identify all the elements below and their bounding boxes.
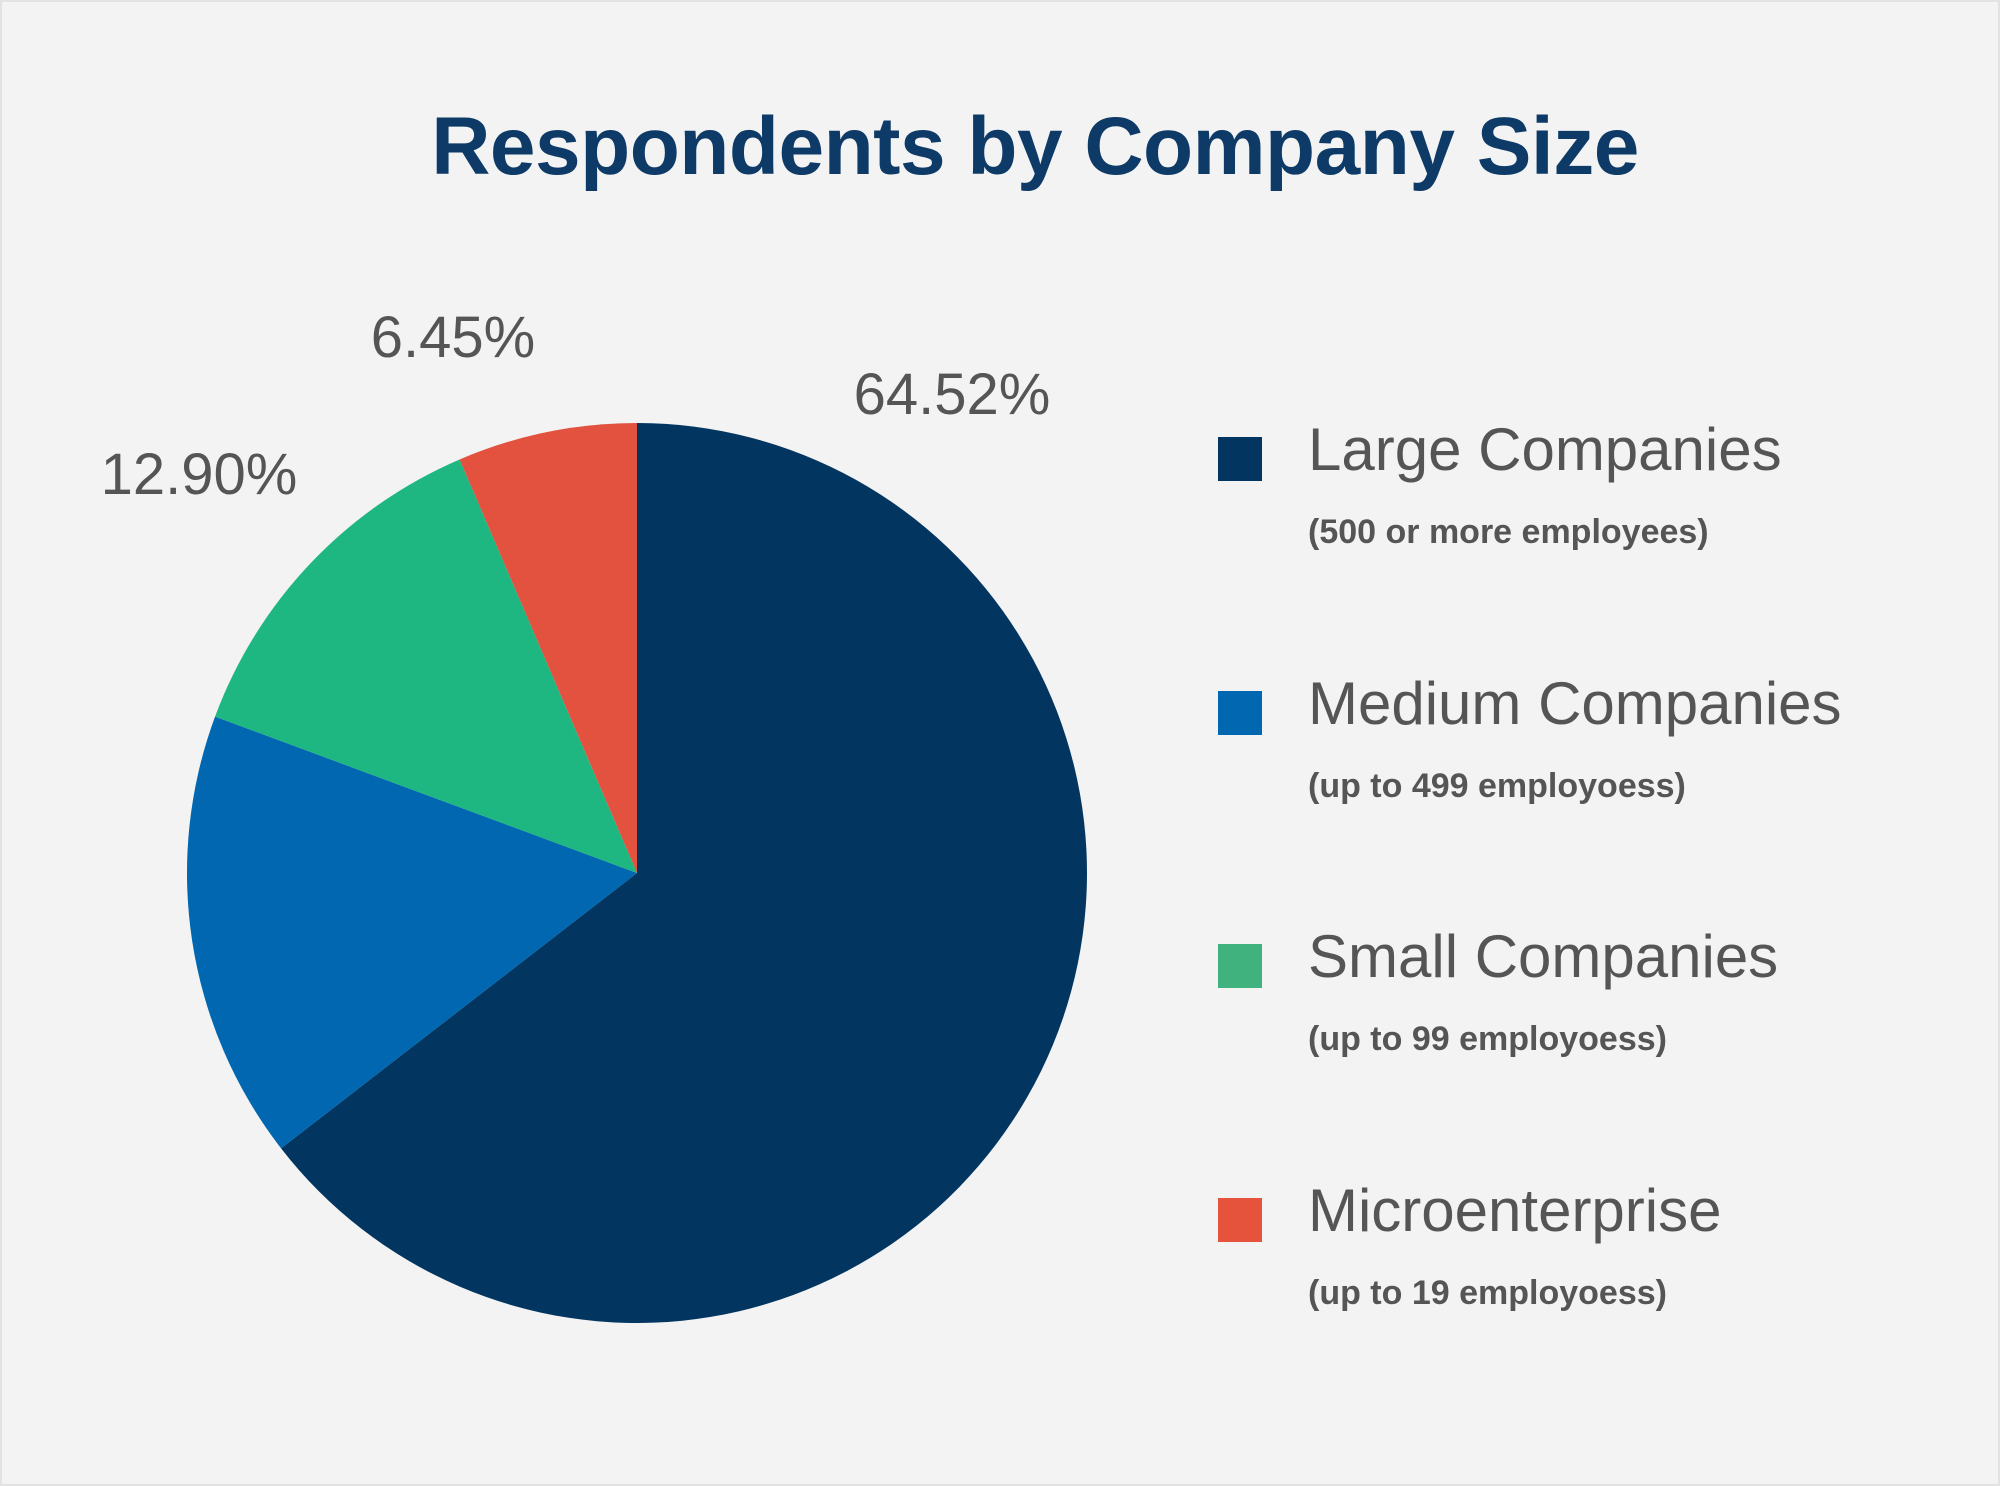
legend-label-medium: Medium Companies — [1308, 670, 1842, 737]
legend-sub-large: (500 or more employees) — [1308, 513, 1709, 551]
legend-sub-small: (up to 99 employoess) — [1308, 1020, 1667, 1058]
pie-slice-small — [215, 459, 637, 873]
legend-label-small: Small Companies — [1308, 923, 1779, 990]
data-label-small: 12.90% — [101, 442, 298, 507]
legend-sub-micro: (up to 19 employoess) — [1308, 1274, 1667, 1312]
chart-title: Respondents by Company Size — [431, 101, 1639, 192]
data-label-micro: 6.45% — [371, 305, 535, 370]
pie-slice-micro — [459, 423, 637, 873]
legend-label-large: Large Companies — [1308, 416, 1782, 483]
legend-swatch-small — [1218, 944, 1262, 988]
legend-label-micro: Microenterprise — [1308, 1177, 1722, 1244]
pie-slice-large — [281, 423, 1087, 1323]
legend-swatch-medium — [1218, 691, 1262, 735]
pie-slice-medium — [186, 716, 638, 1149]
legend-sub-medium: (up to 499 employoess) — [1308, 767, 1686, 805]
data-label-large: 64.52% — [854, 362, 1051, 427]
legend-swatch-micro — [1218, 1198, 1262, 1242]
legend-swatch-large — [1218, 437, 1262, 481]
